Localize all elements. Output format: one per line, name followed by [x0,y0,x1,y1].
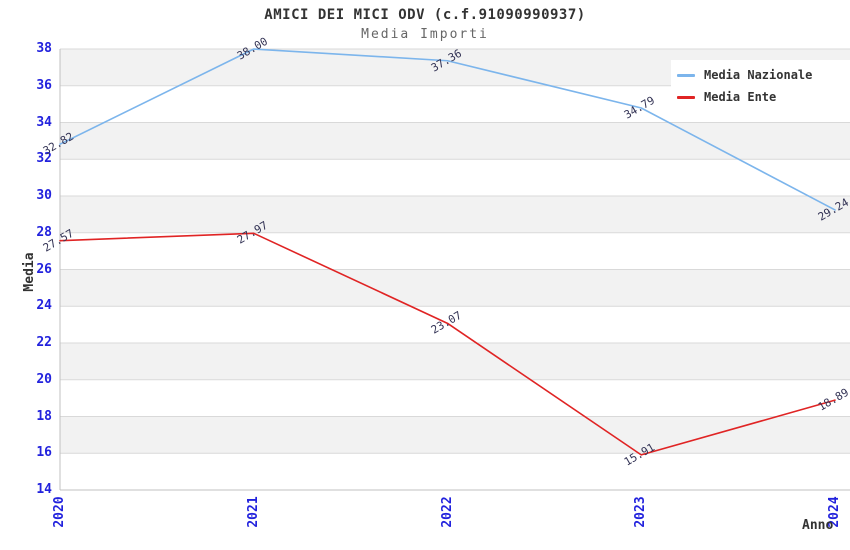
legend-swatch-media-nazionale-icon [677,73,695,77]
x-tick-label: 2022 [439,496,455,528]
y-tick-label: 24 [36,298,52,314]
legend-item-media-nazionale[interactable]: Media Nazionale [677,64,844,86]
series-line-media-nazionale[interactable] [59,48,836,211]
y-tick-label: 14 [36,482,52,497]
legend-item-media-ente[interactable]: Media Ente [677,86,844,108]
y-tick-label: 38 [36,41,52,56]
chart-subtitle: Media Importi [361,27,489,42]
y-axis-title: Media [22,252,37,292]
y-tick-label: 28 [36,224,52,240]
legend: Media Nazionale Media Ente [671,60,850,114]
x-tick-label: 2021 [245,496,261,528]
y-tick-label: 32 [36,151,52,167]
legend-label-media-ente: Media Ente [704,90,777,104]
y-tick-label: 30 [36,188,52,203]
y-tick-label: 16 [36,445,52,461]
y-tick-label: 22 [36,335,52,350]
grid-band [60,196,850,233]
grid-band [60,416,850,454]
y-tick-label: 18 [36,408,52,424]
y-tick-label: 20 [36,371,52,387]
grid-band [60,343,850,380]
y-tick-label: 34 [36,114,52,130]
y-tick-label: 36 [36,77,52,93]
y-tick-label: 26 [36,261,52,277]
grid-band [60,269,850,307]
x-tick-label: 2020 [52,496,67,528]
x-axis-title: Anno [802,518,834,533]
x-tick-label: 2023 [633,496,649,528]
legend-label-media-nazionale: Media Nazionale [704,68,813,82]
chart-title: AMICI DEI MICI ODV (c.f.91090990937) [264,7,586,23]
legend-swatch-media-ente-icon [677,95,695,99]
grid-band [60,122,850,160]
series-line-media-ente[interactable] [59,232,836,456]
